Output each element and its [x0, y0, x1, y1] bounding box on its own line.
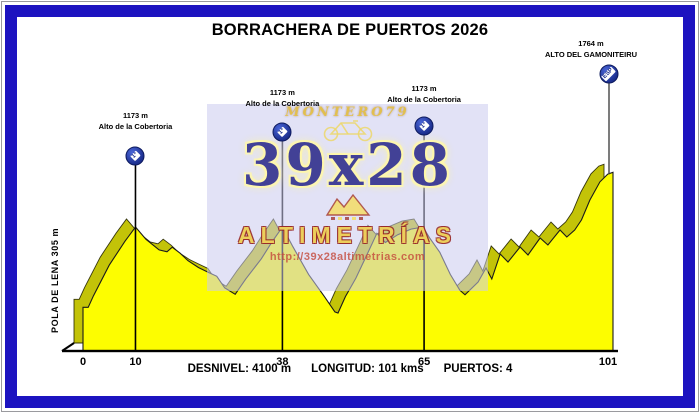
x-axis-tick-label: 38 — [276, 356, 289, 368]
pass-name: Alto de la Cobertoria — [98, 121, 173, 131]
stats-line: DESNIVEL: 4100 m LONGITUD: 101 kms PUERT… — [0, 363, 700, 375]
climb-category-badge-icon: 1ª — [272, 122, 292, 142]
climb-category-text: ESP — [601, 66, 617, 82]
x-axis-baseline — [62, 349, 618, 353]
page-title: BORRACHERA DE PUERTOS 2026 — [211, 21, 489, 39]
pass-name: ALTO DEL GAMONITEIRU — [544, 49, 638, 59]
x-axis-tick-label: 10 — [129, 356, 142, 368]
start-location-label: POLA DE LENA 305 m — [50, 227, 60, 333]
climb-category-badge-icon: 1ª — [414, 116, 434, 136]
climb-category-text: 1ª — [418, 120, 430, 132]
pass-label: 1173 m Alto de la Cobertoria — [99, 111, 173, 132]
pass-name: Alto de la Cobertoria — [387, 94, 461, 104]
pass-label: 1173 m Alto de la Cobertoria — [387, 84, 461, 105]
baseline-bevel — [61, 342, 75, 352]
pass-elevation: 1173 m — [122, 111, 148, 120]
climb-category-badge-icon: 1ª — [125, 146, 145, 166]
x-axis-tick-label: 101 — [598, 356, 618, 368]
x-axis-tick-label: 0 — [79, 356, 87, 368]
profile-front-face — [82, 171, 614, 352]
stat-desnivel: DESNIVEL: 4100 m — [187, 363, 292, 375]
pass-elevation: 1173 m — [269, 88, 295, 97]
climb-category-text: 1ª — [277, 126, 288, 138]
stat-longitud: LONGITUD: 101 kms — [311, 363, 424, 375]
x-axis-tick-label: 65 — [417, 356, 431, 368]
pass-elevation: 1173 m — [411, 84, 437, 93]
climb-category-text: 1ª — [130, 150, 141, 162]
pass-label: 1173 m Alto de la Cobertoria — [246, 88, 320, 109]
stat-puertos: PUERTOS: 4 — [443, 363, 513, 375]
climb-category-badge-icon: ESP — [599, 64, 619, 84]
pass-label: 1764 m ALTO DEL GAMONITEIRU — [545, 39, 637, 60]
pass-elevation: 1764 m — [578, 39, 604, 48]
pass-name: Alto de la Cobertoria — [245, 98, 320, 108]
